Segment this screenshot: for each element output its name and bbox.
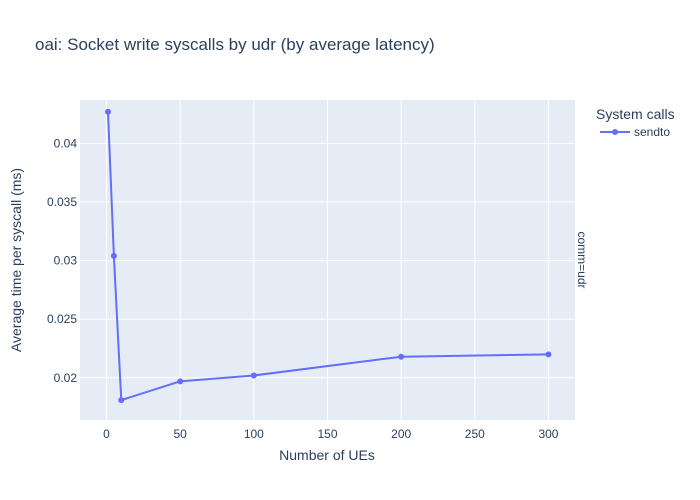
data-point[interactable] [250,372,257,379]
legend-item-sendto[interactable]: sendto [600,125,670,139]
x-tick-label: 100 [244,427,264,441]
x-tick-label: 200 [391,427,411,441]
x-tick-label: 150 [317,427,337,441]
y-axis-ticks: 0.02 0.025 0.03 0.035 0.04 [47,136,77,384]
legend-label: sendto [634,125,670,139]
data-point[interactable] [104,108,111,115]
x-axis-title: Number of UEs [279,447,375,463]
data-point[interactable] [110,252,117,259]
x-tick-label: 50 [173,427,187,441]
series-layer [104,108,552,404]
y-tick-label: 0.035 [47,195,77,209]
x-tick-label: 0 [103,427,110,441]
legend-swatch-marker [612,129,618,135]
data-point[interactable] [118,397,125,404]
chart-title: oai: Socket write syscalls by udr (by av… [35,35,435,54]
y-tick-label: 0.025 [47,312,77,326]
facet-label: comm=udr [575,231,589,288]
data-point[interactable] [545,351,552,358]
y-axis-title: Average time per syscall (ms) [8,168,24,352]
x-tick-label: 250 [465,427,485,441]
x-tick-label: 300 [538,427,558,441]
data-point[interactable] [398,353,405,360]
legend-title: System calls [596,106,675,122]
x-axis-ticks: 0 50 100 150 200 250 300 [103,427,559,441]
legend: System calls sendto [596,106,675,139]
y-tick-label: 0.03 [54,254,78,268]
grid-lines [80,100,575,420]
y-tick-label: 0.02 [54,371,78,385]
data-point[interactable] [177,378,184,385]
y-tick-label: 0.04 [54,136,78,150]
